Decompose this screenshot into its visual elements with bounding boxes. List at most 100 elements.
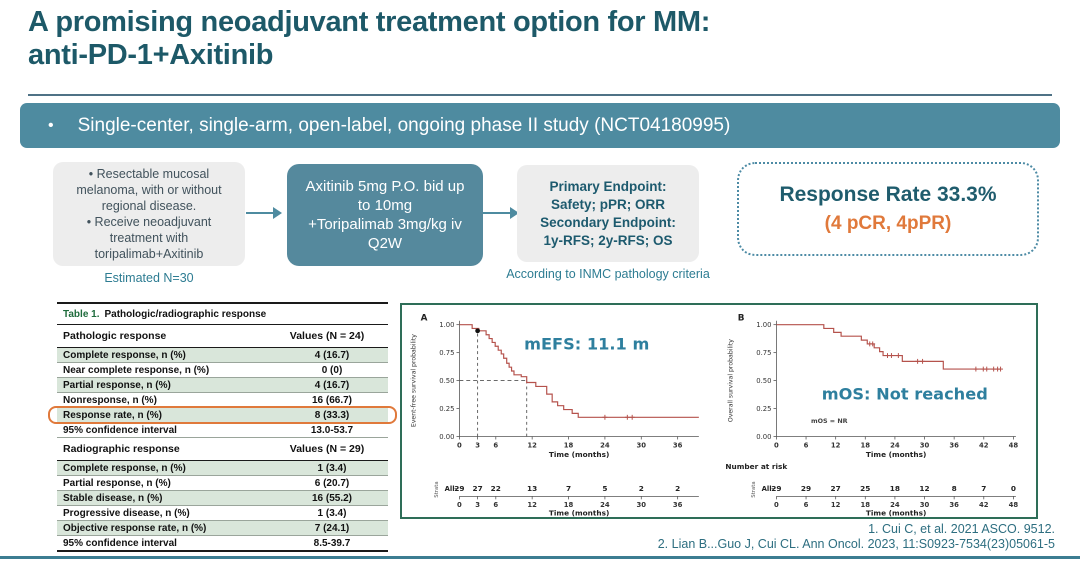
svg-text:2: 2 — [639, 484, 644, 493]
km-chart-event-free-survival: A 0.00 0.25 0.50 0.75 1.00 Event-free survival… — [410, 314, 699, 517]
svg-text:0: 0 — [1011, 484, 1016, 493]
list-item: +Toripalimab 3mg/kg iv Q2W — [308, 216, 462, 252]
svg-text:27: 27 — [472, 484, 482, 493]
svg-text:Time (months): Time (months) — [866, 509, 926, 517]
endpoints-box: Primary Endpoint: Safety; pPR; ORR Seconda… — [517, 165, 699, 262]
table-section-header: Pathologic response Values (N = 24) — [57, 325, 388, 348]
svg-text:30: 30 — [920, 501, 930, 509]
svg-text:Strata: Strata — [434, 481, 440, 497]
svg-text:30: 30 — [637, 441, 647, 449]
svg-text:5: 5 — [602, 484, 607, 493]
svg-text:0.00: 0.00 — [756, 433, 771, 441]
eligibility-box: • Resectable mucosal melanoma, with or w… — [53, 162, 245, 266]
bottom-rule — [0, 556, 1080, 559]
svg-text:All: All — [445, 485, 455, 493]
svg-text:Time (months): Time (months) — [549, 509, 609, 517]
svg-text:A: A — [421, 314, 428, 324]
svg-text:12: 12 — [527, 441, 537, 449]
svg-text:24: 24 — [890, 441, 900, 449]
km-chart-overall-survival: B 0.00 0.25 0.50 0.75 1.00 Overall survival pr… — [725, 314, 1019, 517]
svg-text:Event-free survival probabilit: Event-free survival probability — [410, 334, 417, 427]
list-item: 2. Lian B...Guo J, Cui CL. Ann Oncol. 20… — [657, 537, 1055, 551]
svg-text:22: 22 — [491, 484, 501, 493]
svg-text:29: 29 — [801, 484, 811, 493]
page-title: A promising neoadjuvant treatment option… — [28, 6, 1038, 72]
svg-text:18: 18 — [890, 484, 900, 493]
svg-text:7: 7 — [981, 484, 986, 493]
svg-text:18: 18 — [861, 441, 871, 449]
svg-text:48: 48 — [1009, 441, 1019, 449]
svg-text:36: 36 — [949, 441, 959, 449]
svg-text:0: 0 — [457, 501, 462, 509]
table-section-header: Radiographic response Values (N = 29) — [57, 438, 388, 461]
svg-text:24: 24 — [600, 441, 610, 449]
svg-text:6: 6 — [804, 501, 809, 509]
svg-text:mOS = NR: mOS = NR — [811, 417, 848, 425]
svg-text:0.75: 0.75 — [439, 349, 454, 357]
svg-text:36: 36 — [673, 441, 683, 449]
svg-text:42: 42 — [979, 441, 989, 449]
svg-text:Time (months): Time (months) — [549, 450, 609, 459]
table-row: Partial response, n (%) 4 (16.7) — [57, 378, 388, 393]
list-item: 1y-RFS; 2y-RFS; OS — [543, 232, 673, 248]
svg-text:30: 30 — [637, 501, 647, 509]
table-row: Progressive disease, n (%) 1 (3.4) — [57, 506, 388, 521]
svg-text:8: 8 — [952, 484, 957, 493]
list-item: Axitinib 5mg P.O. bid up to 10mg — [305, 178, 465, 214]
svg-text:18: 18 — [564, 501, 574, 509]
svg-text:24: 24 — [600, 501, 610, 509]
svg-text:18: 18 — [861, 501, 871, 509]
pathology-criteria-caption: According to INMC pathology criteria — [506, 267, 710, 281]
svg-text:6: 6 — [804, 441, 809, 449]
svg-text:0: 0 — [774, 501, 779, 509]
svg-text:0.00: 0.00 — [439, 433, 454, 441]
estimated-n-caption: Estimated N=30 — [104, 271, 194, 285]
list-item: Safety; pPR; ORR — [550, 196, 665, 212]
study-banner-text: Single-center, single-arm, open-label, o… — [77, 114, 731, 136]
list-item: • Resectable mucosal melanoma, with or w… — [76, 167, 222, 213]
table-row: Near complete response, n (%) 0 (0) — [57, 363, 388, 378]
table-title: Table 1. Pathologic/radiographic response — [57, 304, 388, 325]
svg-text:36: 36 — [949, 501, 959, 509]
title-divider — [28, 94, 1052, 96]
page-title-line1: A promising neoadjuvant treatment option… — [28, 6, 711, 38]
svg-text:0: 0 — [457, 441, 462, 449]
table-row: Nonresponse, n (%) 16 (66.7) — [57, 393, 388, 408]
svg-text:3: 3 — [475, 441, 480, 449]
table-number-label: Table 1. — [63, 309, 100, 320]
svg-text:mEFS: 11.1 m: mEFS: 11.1 m — [524, 334, 649, 353]
svg-text:7: 7 — [566, 484, 571, 493]
svg-text:mOS: Not reached: mOS: Not reached — [822, 385, 988, 404]
svg-text:All: All — [762, 485, 772, 493]
svg-text:13: 13 — [527, 484, 537, 493]
svg-text:0.25: 0.25 — [439, 405, 454, 413]
svg-text:12: 12 — [919, 484, 929, 493]
table-row: 95% confidence interval 8.5-39.7 — [63, 537, 351, 549]
references: 1. Cui C, et al. 2021 ASCO. 9512. 2. Lian… — [658, 522, 1055, 552]
svg-text:12: 12 — [831, 501, 841, 509]
treatment-box: Axitinib 5mg P.O. bid up to 10mg +Toripal… — [287, 164, 483, 266]
svg-text:0.50: 0.50 — [439, 377, 454, 385]
page-title-line2: anti-PD-1+Axitinib — [28, 39, 274, 71]
svg-text:Number at risk: Number at risk — [725, 462, 788, 471]
svg-text:18: 18 — [564, 441, 574, 449]
table-body: Pathologic response Values (N = 24) Comple… — [48, 325, 397, 550]
table-title-text: Pathologic/radiographic response — [104, 309, 267, 320]
km-figure: A 0.00 0.25 0.50 0.75 1.00 Event-free survival… — [400, 303, 1038, 519]
svg-text:30: 30 — [920, 441, 930, 449]
flow-arrow-icon — [483, 207, 519, 219]
svg-text:1.00: 1.00 — [756, 321, 771, 329]
svg-text:29: 29 — [771, 484, 781, 493]
svg-text:1.00: 1.00 — [439, 321, 454, 329]
result-box: Response Rate 33.3% (4 pCR, 4pPR) — [737, 162, 1039, 256]
table-row: 95% confidence interval 13.0-53.7 — [57, 423, 388, 438]
svg-text:2: 2 — [675, 484, 680, 493]
svg-text:42: 42 — [979, 501, 989, 509]
flow-arrow-icon — [246, 207, 282, 219]
table-row: Objective response rate, n (%) 7 (24.1) — [57, 521, 388, 536]
svg-text:0.75: 0.75 — [756, 349, 771, 357]
svg-text:25: 25 — [860, 484, 870, 493]
response-rate-text: Response Rate 33.3% — [779, 183, 997, 206]
list-item: Secondary Endpoint: — [540, 214, 676, 230]
